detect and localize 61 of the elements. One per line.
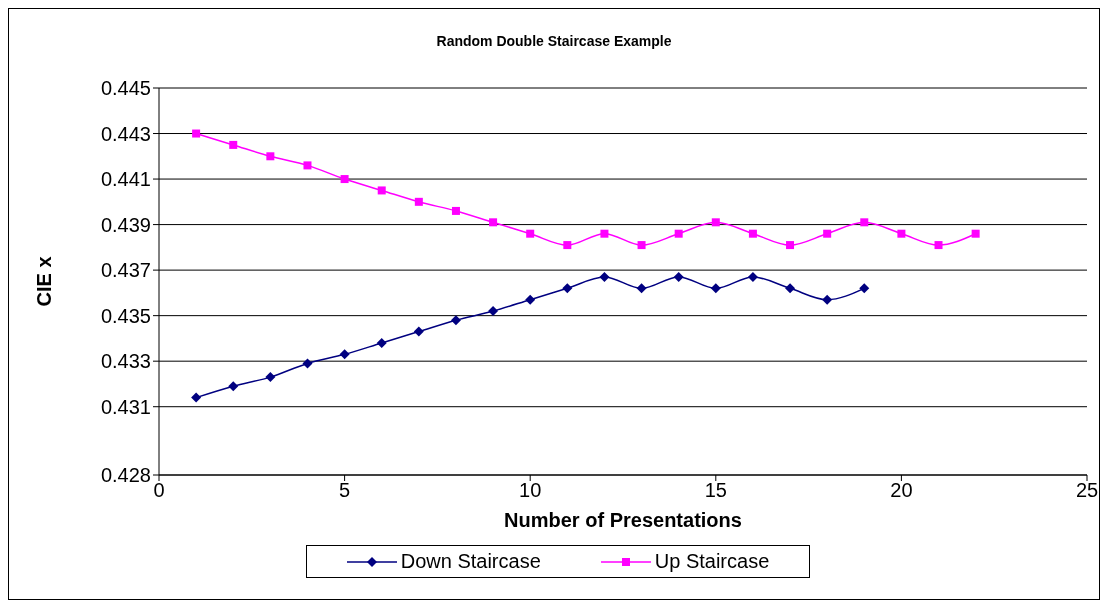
- legend-label: Up Staircase: [653, 550, 770, 573]
- point: [971, 229, 980, 238]
- y-tick-label: 0.435: [100, 304, 151, 327]
- x-tick-label: 0: [153, 479, 165, 502]
- point: [376, 337, 387, 348]
- y-tick-label: 0.441: [100, 168, 151, 191]
- x-tick-label: 5: [339, 479, 351, 502]
- y-tick-label: 0.439: [100, 213, 151, 236]
- point: [377, 186, 386, 195]
- chart-title: Random Double Staircase Example: [435, 33, 673, 49]
- point: [266, 152, 275, 161]
- point: [786, 241, 795, 250]
- y-tick-label: 0.443: [100, 122, 151, 145]
- point: [191, 392, 202, 403]
- point: [860, 218, 869, 227]
- point: [302, 358, 313, 369]
- point: [192, 129, 201, 138]
- y-tick-label: 0.433: [100, 350, 151, 373]
- y-axis-title: CIE x: [33, 256, 56, 307]
- point: [450, 315, 461, 326]
- point: [637, 241, 646, 250]
- legend-label: Down Staircase: [399, 550, 541, 573]
- point: [673, 271, 684, 282]
- point: [934, 241, 943, 250]
- point: [563, 241, 572, 250]
- point: [489, 218, 498, 227]
- point: [636, 283, 647, 294]
- point: [413, 326, 424, 337]
- point: [748, 229, 757, 238]
- x-tick-label: 10: [519, 479, 542, 502]
- point: [339, 349, 350, 360]
- y-tick-label: 0.437: [100, 259, 151, 282]
- point: [562, 283, 573, 294]
- x-axis-title: Number of Presentations: [504, 509, 742, 531]
- point: [526, 229, 535, 238]
- point: [303, 161, 312, 170]
- point: [229, 140, 238, 149]
- point: [785, 283, 796, 294]
- point: [859, 283, 870, 294]
- point: [414, 197, 423, 206]
- x-tick-label: 20: [890, 479, 913, 502]
- point: [823, 229, 832, 238]
- point: [822, 294, 833, 305]
- point: [340, 175, 349, 184]
- y-tick-label: 0.445: [100, 77, 151, 100]
- point: [600, 229, 609, 238]
- point: [711, 218, 720, 227]
- y-tick-label: 0.431: [100, 395, 151, 418]
- point: [265, 372, 276, 383]
- point: [488, 306, 499, 317]
- y-tick-label: 0.428: [100, 464, 151, 487]
- point: [747, 271, 758, 282]
- point: [674, 229, 683, 238]
- x-tick-label: 15: [704, 479, 727, 502]
- point: [710, 283, 721, 294]
- point: [599, 271, 610, 282]
- point: [525, 294, 536, 305]
- point: [451, 206, 460, 215]
- point: [228, 381, 239, 392]
- x-tick-label: 25: [1075, 479, 1099, 502]
- point: [897, 229, 906, 238]
